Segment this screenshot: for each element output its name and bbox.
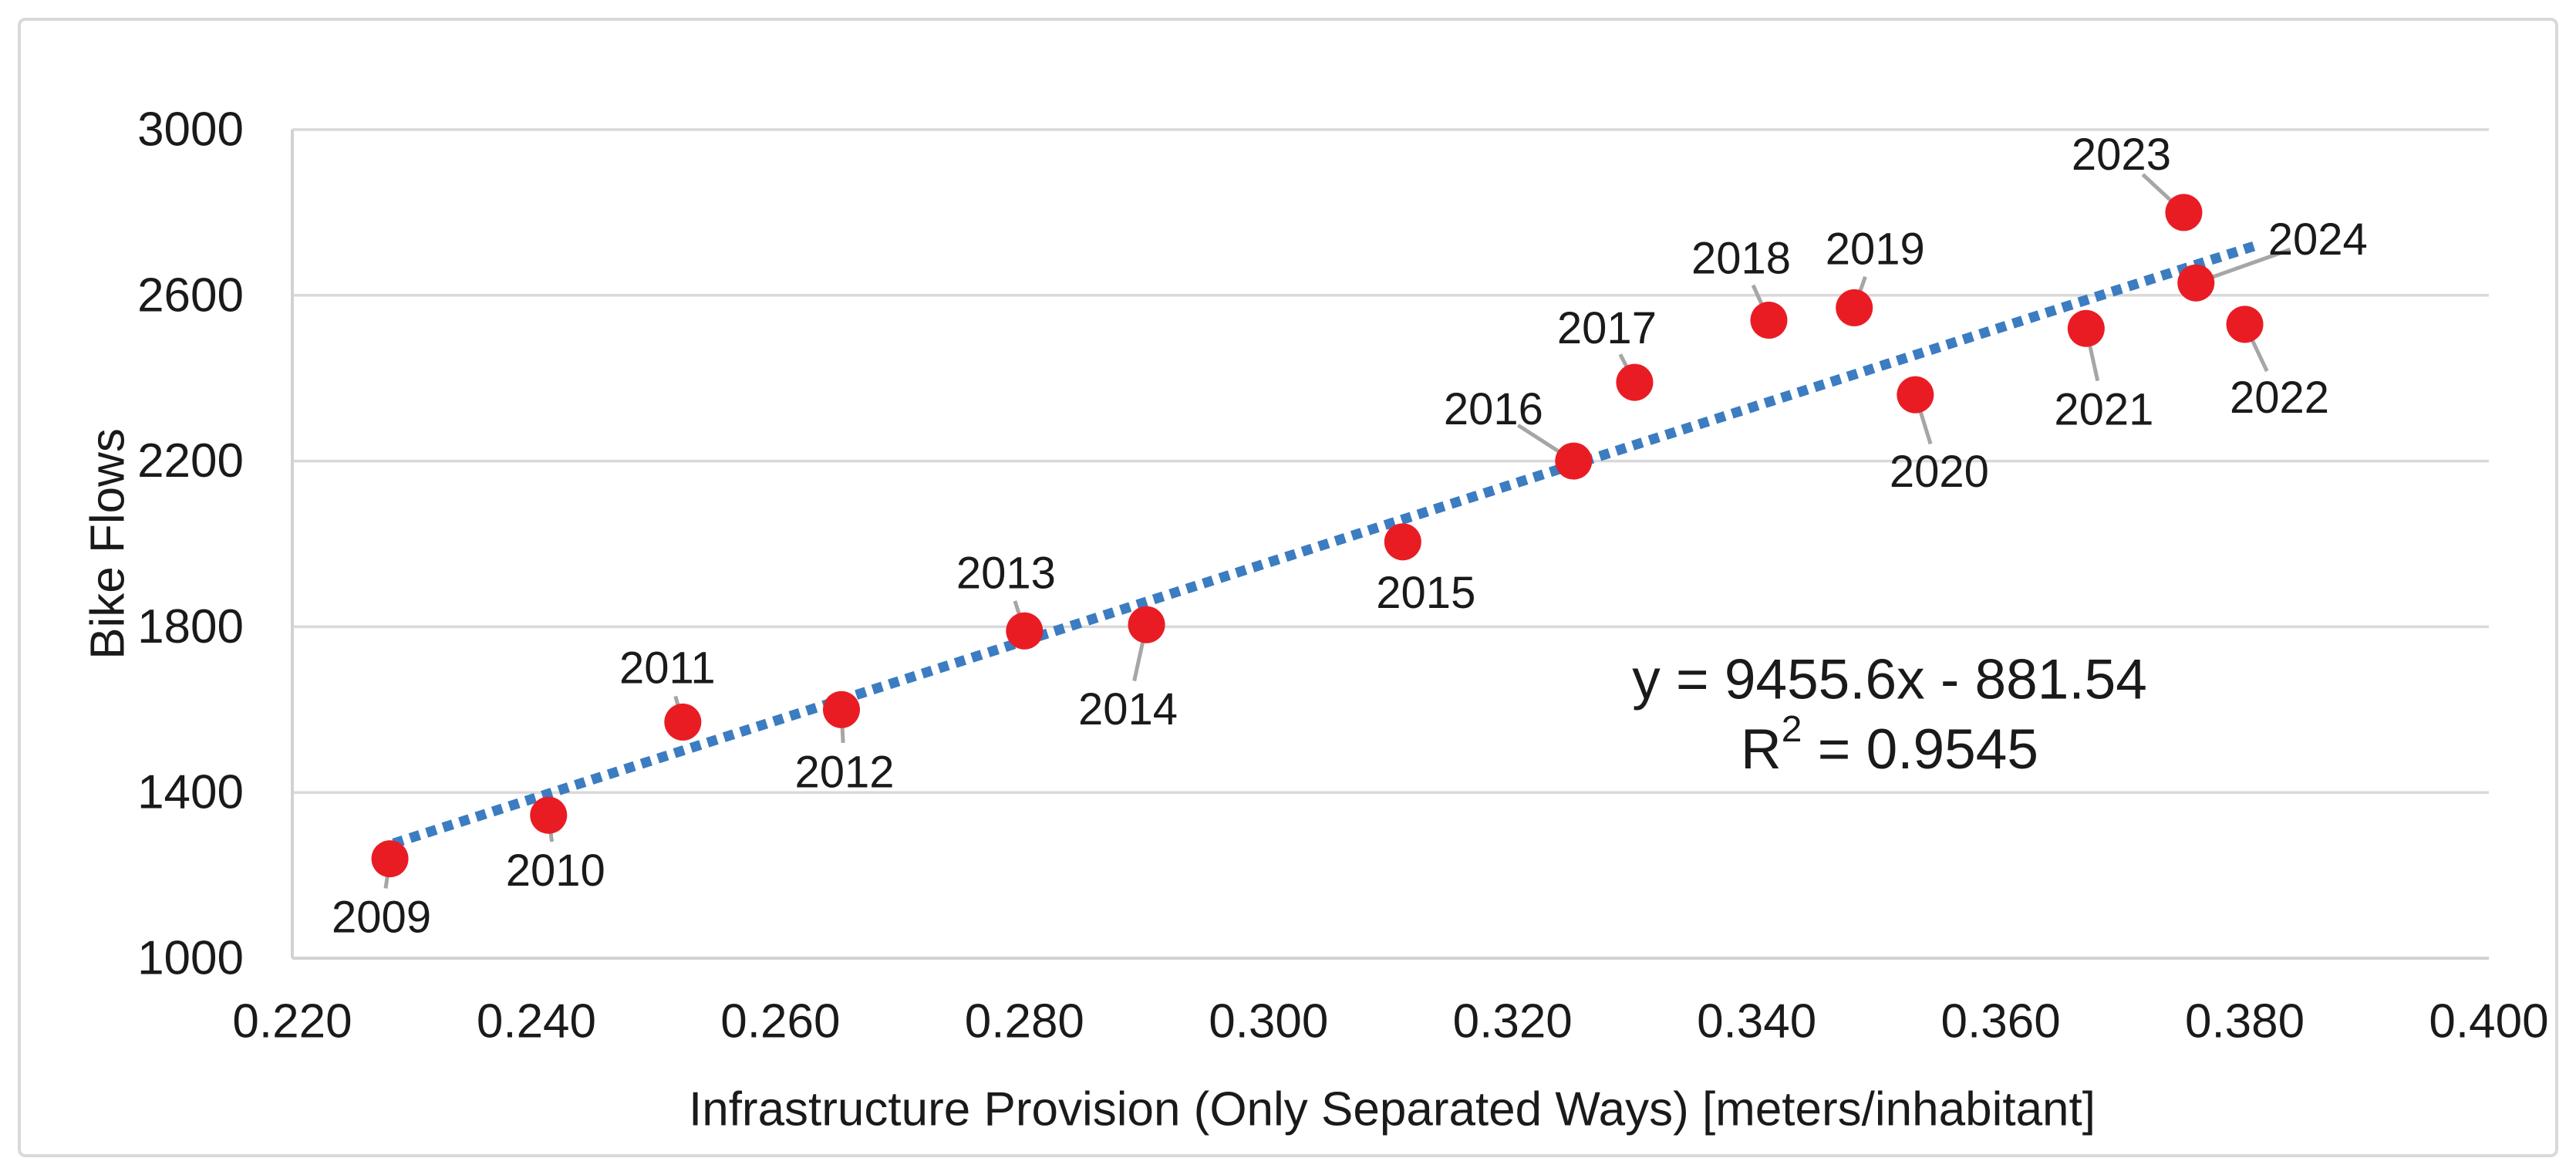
data-point-2012	[823, 690, 860, 728]
data-label-2009: 2009	[332, 893, 431, 943]
data-label-2022: 2022	[2230, 373, 2329, 423]
x-tick-0.320: 0.320	[1453, 995, 1573, 1048]
data-point-2010	[530, 796, 568, 834]
data-point-2020	[1897, 376, 1934, 414]
trendline	[392, 239, 2261, 849]
data-label-2017: 2017	[1557, 303, 1657, 353]
data-labels: 2009 2010 2011 2012 2013 2014 2015 2016 2017 2018…	[332, 130, 2368, 943]
data-label-2010: 2010	[506, 846, 605, 896]
data-point-2018	[1750, 302, 1788, 339]
data-label-2015: 2015	[1376, 568, 1475, 618]
data-label-2024: 2024	[2268, 214, 2368, 265]
data-points	[371, 194, 2264, 878]
y-axis-title: Bike Flows	[82, 428, 135, 660]
data-point-2017	[1616, 363, 1654, 401]
data-label-2011: 2011	[619, 643, 716, 693]
data-point-2024	[2177, 264, 2215, 302]
r-squared-base: R	[1741, 718, 1782, 781]
data-point-2023	[2165, 194, 2203, 231]
y-tick-3000: 3000	[137, 103, 244, 157]
y-tick-1400: 1400	[137, 766, 244, 819]
data-label-2020: 2020	[1890, 447, 1989, 497]
data-label-2014: 2014	[1078, 684, 1178, 734]
data-point-2013	[1006, 612, 1044, 650]
r-squared-superscript: 2	[1782, 709, 1802, 750]
y-tick-1000: 1000	[137, 932, 244, 985]
leader-lines	[383, 173, 2291, 889]
x-tick-0.360: 0.360	[1941, 995, 2061, 1048]
x-tick-0.240: 0.240	[477, 995, 596, 1048]
data-point-2021	[2067, 309, 2105, 347]
gridlines	[292, 128, 2489, 794]
data-label-2019: 2019	[1826, 224, 1925, 274]
data-point-2016	[1555, 442, 1593, 480]
x-axis-title: Infrastructure Provision (Only Separated…	[689, 1083, 2096, 1136]
x-tick-0.280: 0.280	[965, 995, 1084, 1048]
data-label-2016: 2016	[1444, 384, 1543, 434]
y-tick-labels: 1000 1400 1800 2200 2600 3000	[137, 103, 244, 985]
trendline-equation: y = 9455.6x - 881.54	[1632, 649, 2147, 711]
data-point-2019	[1836, 289, 1873, 326]
y-tick-2600: 2600	[137, 268, 244, 322]
axis-lines	[291, 130, 2489, 960]
r-squared-value: = 0.9545	[1802, 718, 2038, 781]
data-point-2015	[1384, 523, 1421, 561]
y-tick-2200: 2200	[137, 434, 244, 488]
x-tick-0.260: 0.260	[720, 995, 840, 1048]
trendline-layer	[392, 239, 2261, 849]
data-point-2014	[1128, 606, 1165, 643]
x-tick-0.220: 0.220	[232, 995, 352, 1048]
data-label-2023: 2023	[2072, 130, 2171, 180]
x-tick-0.380: 0.380	[2185, 995, 2305, 1048]
trendline-r-squared: R2 = 0.9545	[1741, 709, 2038, 781]
data-label-2018: 2018	[1691, 234, 1791, 284]
data-label-2012: 2012	[794, 747, 894, 797]
data-label-2021: 2021	[2054, 384, 2153, 434]
chart-border	[18, 18, 2558, 1157]
y-tick-1800: 1800	[137, 600, 244, 653]
data-point-2009	[371, 840, 409, 878]
x-tick-0.400: 0.400	[2429, 995, 2548, 1048]
data-label-2013: 2013	[956, 548, 1056, 598]
data-point-2011	[664, 703, 702, 741]
x-tick-labels: 0.220 0.240 0.260 0.280 0.300 0.320 0.340 0.360…	[232, 995, 2548, 1048]
data-point-2022	[2226, 306, 2264, 343]
x-tick-0.300: 0.300	[1209, 995, 1328, 1048]
x-tick-0.340: 0.340	[1697, 995, 1816, 1048]
